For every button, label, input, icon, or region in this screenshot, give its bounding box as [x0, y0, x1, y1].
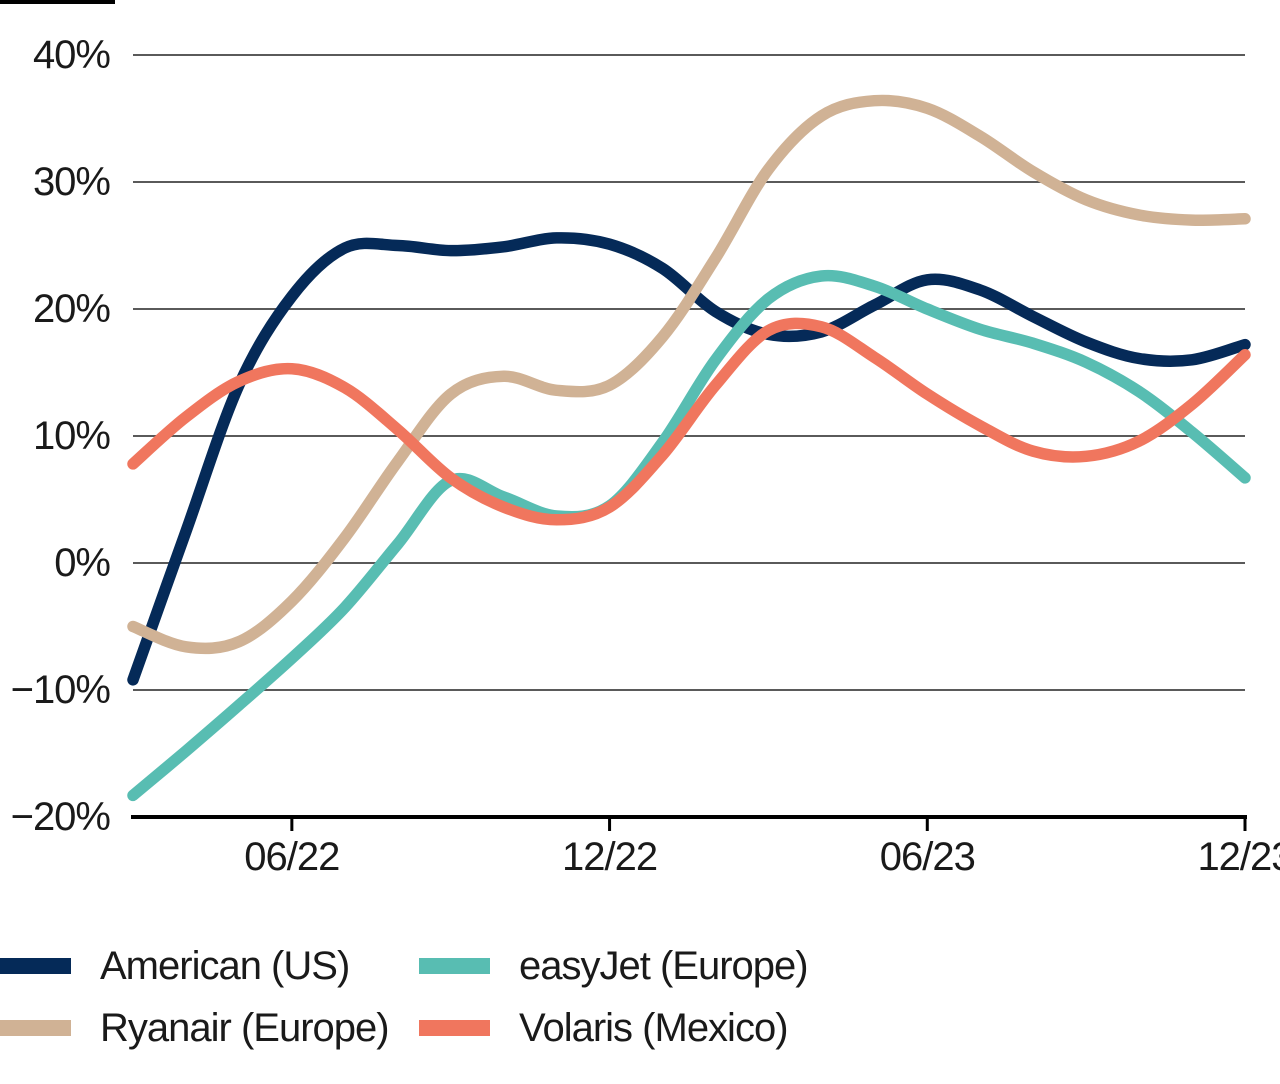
legend-item: Volaris (Mexico): [419, 1002, 789, 1054]
x-tick-label: 12/22: [562, 835, 658, 879]
legend-item: easyJet (Europe): [419, 940, 809, 992]
y-tick-label: 30%: [32, 160, 111, 204]
legend: American (US) easyJet (Europe) Ryanair (Eu…: [0, 940, 1280, 1084]
series-line-ryanair-europe: [127, 94, 1251, 655]
legend-label: American (US): [100, 943, 350, 988]
y-tick-label: 10%: [32, 414, 111, 458]
series-line-easyjet-europe: [127, 269, 1251, 802]
x-tick-label: 12/23: [1197, 835, 1280, 879]
series-line-volaris-mexico: [127, 317, 1251, 526]
legend-item: Ryanair (Europe): [0, 1002, 390, 1054]
legend-label: Volaris (Mexico): [519, 1005, 789, 1050]
y-tick-label: −10%: [10, 668, 111, 712]
x-tick-label: 06/22: [244, 835, 340, 879]
plot-canvas: [127, 54, 1251, 831]
y-tick-label: 40%: [32, 33, 111, 77]
legend-swatch: [0, 958, 71, 974]
legend-item: American (US): [0, 940, 350, 992]
legend-label: Ryanair (Europe): [100, 1005, 390, 1050]
y-tick-label: −20%: [10, 795, 111, 839]
y-tick-label: 20%: [32, 287, 111, 331]
y-tick-label: 0%: [54, 541, 111, 585]
legend-swatch: [419, 1020, 490, 1036]
legend-label: easyJet (Europe): [519, 943, 809, 988]
top-rule: [0, 0, 115, 4]
series-line-american-us: [127, 232, 1251, 686]
legend-swatch: [0, 1020, 71, 1036]
legend-swatch: [419, 958, 490, 974]
x-tick-label: 06/23: [879, 835, 976, 879]
